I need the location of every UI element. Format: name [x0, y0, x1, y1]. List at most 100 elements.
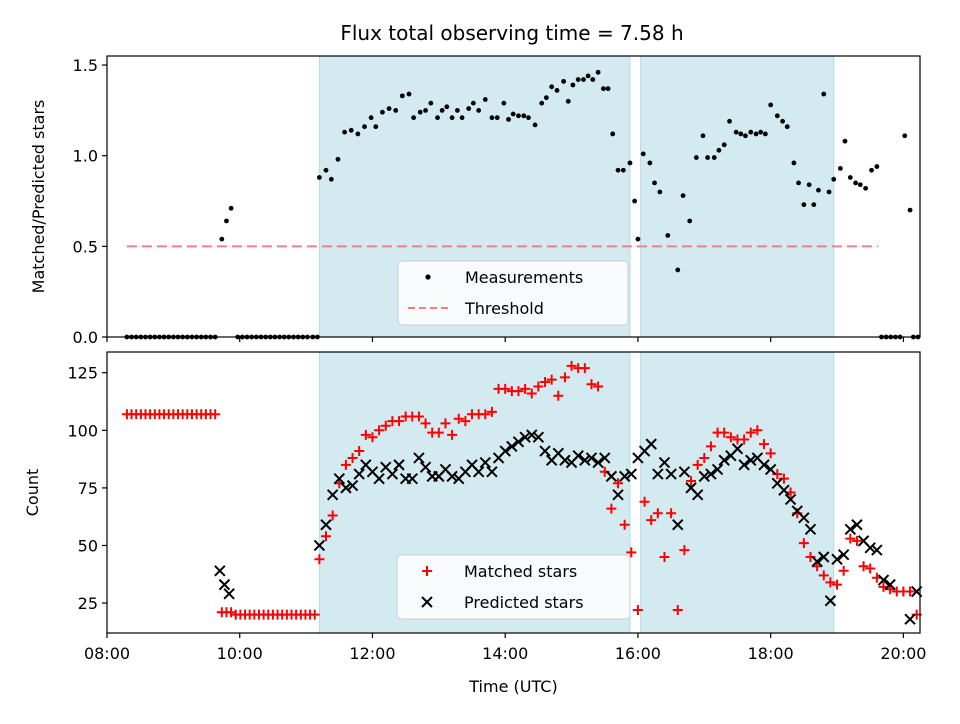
predicted-star-point: [824, 595, 837, 607]
measurement-point: [869, 167, 874, 173]
predicted-star-point: [353, 468, 365, 480]
predicted-star-point: [472, 466, 485, 478]
matched-star-point: [699, 452, 710, 463]
measurement-point: [743, 133, 748, 139]
measurement-point: [581, 77, 586, 82]
matched-star-point: [559, 372, 570, 383]
matched-star-point: [579, 363, 590, 374]
predicted-star-point: [904, 613, 916, 625]
measurement-point: [847, 175, 853, 180]
matched-star-point: [858, 561, 869, 572]
measurement-point: [738, 131, 744, 137]
predicted-star-point: [764, 463, 777, 476]
measurement-point: [554, 88, 560, 93]
bottom-panel: 25 50 75 100 125 08:00 10:00 12:00 14:00 16:00 18:…: [23, 351, 926, 696]
measurement-point: [501, 100, 507, 106]
matched-star-point: [818, 570, 829, 581]
measurement-point: [368, 115, 374, 121]
matched-star-point: [666, 508, 677, 519]
measurement-point: [575, 77, 581, 82]
measurement-point: [328, 176, 334, 182]
measurement-point: [373, 124, 379, 130]
matched-star-point: [546, 374, 557, 385]
legend-label-measurements: Measurements: [465, 268, 583, 287]
measurement-point: [411, 115, 417, 121]
predicted-star-point: [506, 440, 518, 453]
measurement-point: [647, 160, 653, 166]
measurement-point: [768, 102, 774, 108]
x-axis-label: Time (UTC): [468, 677, 557, 696]
matched-star-point: [679, 545, 690, 556]
y-tick-label: 25: [78, 594, 98, 613]
matched-star-point: [420, 418, 431, 429]
matched-star-point: [360, 429, 371, 440]
predicted-star-point: [678, 466, 691, 478]
matched-star-point: [321, 531, 332, 542]
top-panel-axes: 0.0 0.5 1.0 1.5: [73, 55, 921, 347]
measurement-point: [549, 84, 555, 90]
x-tick-label: 16:00: [615, 644, 661, 663]
predicted-star-point: [559, 454, 571, 466]
matched-star-point: [765, 448, 776, 459]
matched-star-point: [440, 418, 451, 429]
measurement-point: [902, 133, 908, 139]
measurement-point: [831, 176, 837, 182]
measurement-point: [510, 111, 516, 117]
predicted-star-point: [658, 456, 671, 469]
predicted-star-point: [851, 519, 863, 531]
matched-star-point: [639, 496, 650, 507]
measurement-point: [627, 160, 633, 166]
predicted-star-point: [758, 459, 770, 471]
predicted-star-point: [731, 443, 744, 455]
matched-star-point: [759, 439, 770, 450]
matched-star-point: [832, 579, 843, 590]
predicted-star-point: [373, 472, 385, 485]
matched-star-point: [739, 434, 750, 445]
axes-frame: [106, 55, 921, 338]
matched-star-point: [340, 459, 351, 470]
predicted-star-point: [864, 542, 876, 554]
measurement-point: [700, 133, 706, 139]
matched-star-point: [798, 538, 809, 549]
measurement-point: [748, 129, 754, 135]
matched-star-point: [606, 503, 617, 514]
predicted-star-point: [837, 548, 850, 561]
measurement-point: [821, 91, 827, 97]
matched-star-point: [486, 406, 497, 417]
predicted-star-point: [778, 484, 790, 496]
measurement-point: [444, 104, 450, 110]
measurement-point: [721, 142, 727, 148]
predicted-star-point: [585, 452, 598, 464]
measurement-point: [386, 106, 392, 111]
y-tick-label: 100: [67, 421, 98, 440]
measurement-point: [323, 167, 329, 173]
matched-star-point: [210, 409, 221, 420]
matched-star-point: [533, 381, 544, 392]
measurement-point: [543, 95, 549, 101]
predicted-star-point: [326, 489, 339, 501]
measurement-point: [601, 86, 606, 92]
predicted-star-point: [665, 468, 677, 480]
matched-star-point: [672, 604, 683, 615]
predicted-star-point: [333, 472, 345, 485]
predicted-star-point: [512, 436, 525, 448]
matched-star-point: [652, 508, 663, 519]
legend-label-threshold: Threshold: [464, 299, 544, 318]
matched-star-point: [526, 388, 537, 399]
measurement-point: [428, 100, 434, 106]
measurement-point: [816, 187, 821, 193]
y-tick-label: 75: [78, 479, 98, 498]
measurement-point: [784, 124, 790, 130]
bottom-legend: Matched stars Predicted stars: [396, 554, 631, 620]
measurement-point: [762, 131, 768, 137]
measurement-point: [393, 107, 399, 113]
matched-star-point: [593, 381, 604, 392]
legend-plus-marker: [422, 566, 432, 576]
matched-star-point: [905, 586, 916, 597]
predicted-star-point: [745, 454, 757, 466]
measurement-point: [680, 193, 686, 198]
matched-star-point: [367, 432, 378, 443]
measurement-point: [228, 205, 234, 211]
measurement-point: [640, 151, 646, 157]
matched-star-point: [838, 565, 849, 576]
